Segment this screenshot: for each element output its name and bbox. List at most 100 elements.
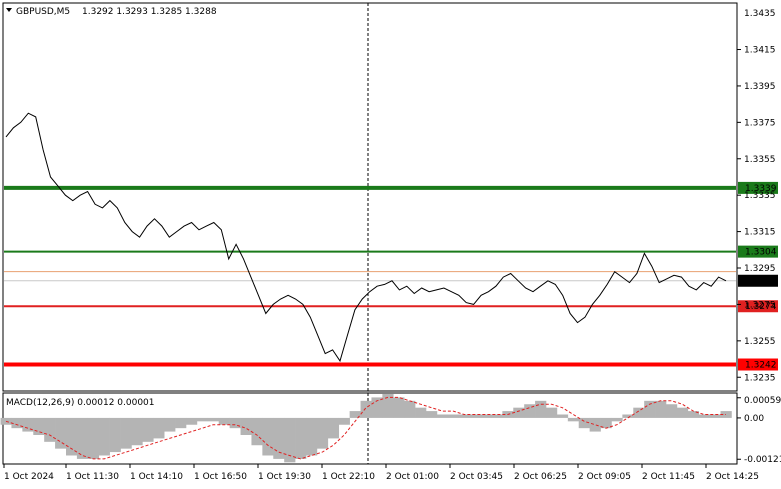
macd-bar bbox=[480, 414, 492, 418]
x-tick-label: 1 Oct 2024 bbox=[4, 472, 54, 482]
macd-bar bbox=[655, 400, 667, 418]
macd-signal-line bbox=[5, 396, 726, 460]
macd-bar bbox=[447, 414, 460, 418]
y-tick-label: 1.3375 bbox=[744, 118, 776, 128]
current-price-label: 1.3288 bbox=[745, 277, 777, 287]
macd-bar bbox=[306, 417, 318, 456]
level-tag-label: 1.3304 bbox=[745, 248, 777, 258]
level-tag-label: 1.3274 bbox=[745, 302, 777, 312]
current-price-tag bbox=[738, 274, 778, 287]
x-tick-label: 1 Oct 19:30 bbox=[258, 472, 311, 482]
macd-bar bbox=[567, 417, 580, 422]
macd-bar bbox=[196, 417, 209, 422]
macd-bar bbox=[556, 414, 569, 418]
macd-bar bbox=[175, 417, 187, 429]
y-tick-label: 1.3415 bbox=[744, 46, 776, 56]
level-tag bbox=[738, 358, 778, 371]
x-tick-label: 2 Oct 14:25 bbox=[706, 472, 759, 482]
macd-bar bbox=[491, 414, 503, 418]
level-lines: 1.3339 1.3304 1.3274 1.3242 1.3288 bbox=[4, 181, 778, 371]
price-axis: 1.3415 1.3395 1.3375 1.3355 1.3335 1.3315 1.32… bbox=[737, 46, 776, 383]
macd-bar bbox=[589, 417, 601, 432]
macd-bar bbox=[87, 417, 100, 459]
macd-bar bbox=[535, 400, 547, 418]
macd-bar bbox=[295, 417, 307, 459]
macd-bar bbox=[469, 414, 481, 418]
macd-bar bbox=[109, 417, 121, 453]
macd-bar bbox=[55, 417, 67, 449]
x-tick-label: 2 Oct 11:45 bbox=[642, 472, 695, 482]
macd-bar bbox=[600, 417, 612, 429]
macd-bar bbox=[76, 417, 89, 459]
macd-bar bbox=[164, 417, 176, 432]
macd-bar bbox=[251, 417, 263, 446]
macd-tick-label: 0.00059 bbox=[744, 396, 781, 406]
macd-bar bbox=[262, 417, 274, 456]
macd-bar bbox=[44, 417, 56, 442]
x-tick-label: 2 Oct 03:45 bbox=[450, 472, 503, 482]
macd-bar bbox=[240, 417, 252, 435]
x-tick-label: 1 Oct 22:10 bbox=[322, 472, 375, 482]
macd-bar bbox=[371, 397, 383, 418]
macd-bar bbox=[676, 407, 689, 418]
top-price-label: 1.3435 bbox=[744, 9, 776, 19]
macd-bar bbox=[622, 414, 634, 418]
quote-label: 1.3292 1.3293 1.3285 1.3288 bbox=[82, 7, 217, 17]
macd-bar bbox=[578, 417, 590, 429]
macd-bar bbox=[131, 417, 143, 446]
level-tag bbox=[738, 300, 778, 313]
macd-bar bbox=[404, 400, 416, 418]
level-tag bbox=[738, 245, 778, 258]
x-tick-label: 2 Oct 06:25 bbox=[514, 472, 567, 482]
y-tick-label: 1.3395 bbox=[744, 82, 776, 92]
macd-bar bbox=[458, 414, 470, 418]
macd-bar bbox=[153, 417, 165, 439]
symbol-label: GBPUSD,M5 bbox=[16, 7, 70, 17]
macd-tick-label: 0.00 bbox=[744, 414, 764, 424]
x-tick-label: 2 Oct 01:00 bbox=[386, 472, 439, 482]
y-tick-label: 1.3295 bbox=[744, 264, 776, 274]
macd-bar bbox=[186, 417, 198, 425]
macd-signal bbox=[5, 396, 726, 460]
y-tick-label: 1.3235 bbox=[744, 373, 776, 383]
macd-bar bbox=[393, 397, 405, 418]
macd-bar bbox=[360, 400, 372, 418]
macd-bar bbox=[229, 417, 241, 429]
macd-bar bbox=[142, 417, 154, 442]
macd-bar bbox=[207, 417, 220, 422]
time-axis: 1 Oct 2024 1 Oct 11:30 1 Oct 14:10 1 Oct 16… bbox=[3, 464, 759, 482]
macd-bar bbox=[33, 417, 45, 435]
macd-bar bbox=[426, 411, 438, 418]
macd-bar bbox=[316, 417, 329, 449]
macd-pane bbox=[2, 392, 738, 465]
level-tag-label: 1.3339 bbox=[745, 184, 777, 194]
macd-bar bbox=[611, 417, 623, 422]
macd-label: MACD(12,26,9) 0.00012 0.00001 bbox=[6, 398, 155, 408]
macd-bar bbox=[284, 417, 296, 463]
macd-bar bbox=[66, 417, 78, 456]
macd-bar bbox=[11, 417, 23, 429]
macd-bar bbox=[349, 411, 361, 418]
macd-histogram bbox=[0, 394, 732, 463]
macd-bar bbox=[546, 407, 558, 418]
macd-bar bbox=[415, 407, 427, 418]
level-tag-label: 1.3242 bbox=[745, 361, 777, 371]
macd-tick-label: -0.00121 bbox=[744, 455, 781, 465]
price-line bbox=[5, 112, 727, 363]
macd-bar bbox=[666, 404, 678, 418]
macd-bar bbox=[720, 411, 732, 418]
x-tick-label: 2 Oct 09:05 bbox=[578, 472, 631, 482]
macd-bar bbox=[644, 400, 656, 418]
y-tick-label: 1.3315 bbox=[744, 228, 776, 238]
dropdown-triangle-icon[interactable] bbox=[6, 8, 12, 12]
y-tick-label: 1.3255 bbox=[744, 337, 776, 347]
x-tick-label: 1 Oct 14:10 bbox=[130, 472, 183, 482]
macd-axis: 0.00059 0.00 -0.00121 bbox=[737, 396, 781, 465]
macd-bar bbox=[22, 417, 34, 432]
macd-bar bbox=[436, 414, 449, 418]
macd-bar bbox=[709, 414, 721, 418]
y-tick-label: 1.3335 bbox=[744, 191, 776, 201]
level-tag bbox=[738, 181, 778, 194]
y-tick-label: 1.3275 bbox=[744, 300, 776, 310]
